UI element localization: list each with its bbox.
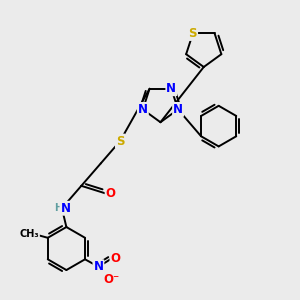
Text: N: N xyxy=(61,202,70,215)
Text: N: N xyxy=(93,260,103,273)
Text: O: O xyxy=(110,252,121,265)
Text: O: O xyxy=(106,187,116,200)
Text: S: S xyxy=(189,27,197,40)
Text: H: H xyxy=(54,203,62,213)
Text: N: N xyxy=(138,103,148,116)
Text: O⁻: O⁻ xyxy=(104,273,120,286)
Text: CH₃: CH₃ xyxy=(20,229,39,239)
Text: S: S xyxy=(116,134,124,148)
Text: N: N xyxy=(166,82,176,95)
Text: N: N xyxy=(173,103,183,116)
